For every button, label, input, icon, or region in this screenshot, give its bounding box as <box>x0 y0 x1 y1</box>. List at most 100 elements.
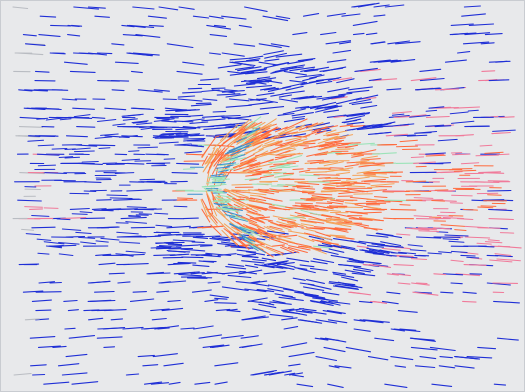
vector-glyph <box>461 13 486 17</box>
vector-glyph <box>268 220 280 226</box>
vector-glyph <box>294 202 313 205</box>
vector-glyph <box>442 217 465 219</box>
vector-glyph <box>75 231 92 234</box>
vector-glyph <box>366 202 387 205</box>
vector-glyph <box>295 106 310 109</box>
vector-glyph <box>490 245 511 248</box>
vector-glyph <box>221 229 238 246</box>
vector-glyph <box>266 226 285 233</box>
vector-glyph <box>221 90 245 93</box>
vector-glyph <box>350 240 367 245</box>
vector-glyph <box>32 373 46 376</box>
vector-glyph <box>241 260 265 264</box>
vector-glyph <box>215 166 230 169</box>
vector-glyph <box>295 73 322 79</box>
vector-glyph <box>418 199 444 201</box>
vector-glyph <box>305 171 328 174</box>
vector-glyph <box>383 217 397 220</box>
vector-glyph <box>67 309 79 312</box>
vector-glyph <box>484 33 503 36</box>
vector-glyph <box>299 219 325 224</box>
vector-glyph <box>319 236 332 240</box>
vector-glyph <box>351 101 373 106</box>
vector-glyph <box>330 254 354 260</box>
vector-glyph <box>215 235 229 239</box>
vector-glyph <box>114 61 139 64</box>
vector-glyph <box>119 135 138 138</box>
vector-glyph <box>68 335 96 339</box>
vector-glyph <box>346 176 370 181</box>
vector-glyph <box>165 109 188 112</box>
vector-glyph <box>49 52 66 55</box>
vector-glyph <box>320 300 341 306</box>
vector-glyph <box>366 247 391 253</box>
vector-glyph <box>286 257 310 263</box>
vector-glyph <box>58 242 80 245</box>
vector-glyph <box>272 300 286 304</box>
vector-glyph <box>281 342 308 348</box>
vector-glyph <box>464 236 491 239</box>
vector-glyph <box>252 370 274 376</box>
vector-glyph <box>240 226 255 232</box>
vector-glyph <box>417 227 436 230</box>
vector-glyph <box>122 34 143 37</box>
vector-glyph <box>226 196 244 208</box>
vector-glyph <box>254 149 281 157</box>
vector-glyph <box>265 246 284 254</box>
vector-glyph <box>314 104 337 110</box>
vector-glyph <box>222 206 243 211</box>
vector-glyph <box>294 267 308 270</box>
vector-glyph <box>210 190 223 193</box>
vector-glyph <box>161 307 184 312</box>
vector-glyph <box>118 241 141 244</box>
vector-glyph <box>397 310 418 313</box>
vector-glyph <box>228 216 248 222</box>
vector-glyph <box>35 309 52 312</box>
vector-glyph <box>246 161 261 167</box>
vector-glyph <box>195 102 212 105</box>
vector-glyph <box>245 218 261 228</box>
vector-glyph <box>245 133 269 146</box>
vector-glyph <box>153 89 170 92</box>
vector-glyph <box>440 291 454 294</box>
vector-glyph <box>322 137 336 140</box>
vector-glyph <box>308 125 334 132</box>
vector-glyph <box>311 239 332 245</box>
vector-glyph <box>205 252 232 257</box>
vector-glyph <box>221 286 249 292</box>
vector-glyph <box>163 135 182 138</box>
vector-glyph <box>319 67 344 72</box>
vector-glyph <box>327 209 341 212</box>
vector-glyph <box>400 123 415 126</box>
vector-glyph <box>323 346 346 353</box>
vector-glyph <box>163 362 184 367</box>
vector-glyph <box>344 202 359 205</box>
vector-glyph <box>250 128 261 134</box>
vector-glyph <box>224 89 238 92</box>
vector-glyph <box>79 211 93 214</box>
vector-glyph <box>229 232 250 250</box>
vector-glyph <box>137 89 163 93</box>
vector-glyph <box>336 184 352 187</box>
vector-glyph <box>338 191 362 195</box>
vector-glyph <box>156 290 170 293</box>
vector-glyph <box>243 203 262 212</box>
vector-glyph <box>132 52 160 56</box>
vector-glyph <box>328 300 351 305</box>
vector-glyph <box>240 234 256 243</box>
vector-glyph <box>159 245 173 247</box>
vector-glyph <box>283 172 295 175</box>
vector-glyph <box>238 157 257 168</box>
vector-glyph <box>229 71 255 76</box>
vector-glyph <box>249 217 266 224</box>
vector-glyph <box>101 209 114 212</box>
vector-glyph <box>291 140 317 146</box>
vector-glyph <box>444 234 469 237</box>
vector-glyph <box>137 354 155 358</box>
vector-glyph <box>183 114 204 118</box>
vector-glyph <box>222 205 242 209</box>
vector-glyph <box>143 326 164 330</box>
vector-glyph <box>128 150 140 152</box>
vector-glyph <box>263 50 284 56</box>
vector-glyph <box>433 273 447 276</box>
